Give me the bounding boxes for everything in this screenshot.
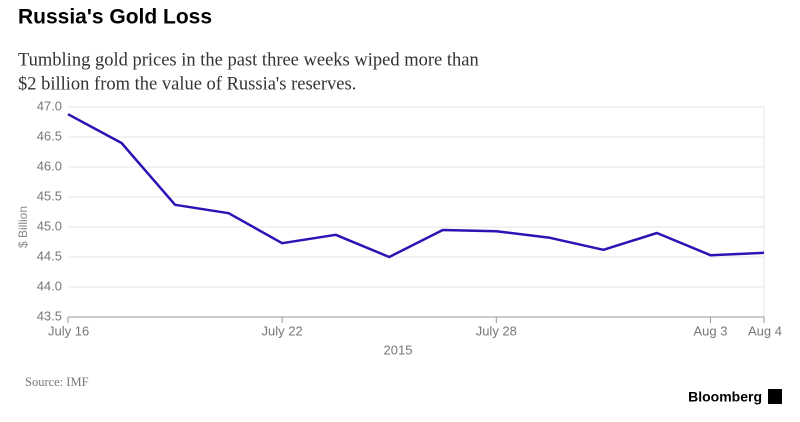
x-tick-label: July 16 (48, 323, 89, 338)
x-tick-label: July 28 (476, 323, 517, 338)
subtitle-line: Tumbling gold prices in the past three w… (18, 50, 479, 70)
x-axis-label: 2015 (384, 342, 413, 357)
y-tick-label: 43.5 (37, 308, 62, 323)
y-tick-label: 44.0 (37, 278, 62, 293)
brand: Bloomberg (688, 389, 762, 405)
data-line (67, 113, 765, 259)
y-tick-label: 47.0 (37, 98, 62, 113)
y-tick-label: 46.5 (37, 128, 62, 143)
y-tick-label: 45.5 (37, 188, 62, 203)
source: Source: IMF (25, 375, 89, 389)
x-tick-label: Aug 3 (693, 323, 727, 338)
y-tick-label: 45.0 (37, 218, 62, 233)
x-tick-label: July 22 (262, 323, 303, 338)
x-tick-label: Aug 4 (748, 323, 782, 338)
y-tick-label: 46.0 (37, 158, 62, 173)
y-axis-label: $ Billion (16, 206, 30, 248)
y-tick-label: 44.5 (37, 248, 62, 263)
chart-title: Russia's Gold Loss (18, 6, 212, 29)
subtitle-line: $2 billion from the value of Russia's re… (18, 74, 356, 94)
brand-icon (768, 389, 782, 404)
